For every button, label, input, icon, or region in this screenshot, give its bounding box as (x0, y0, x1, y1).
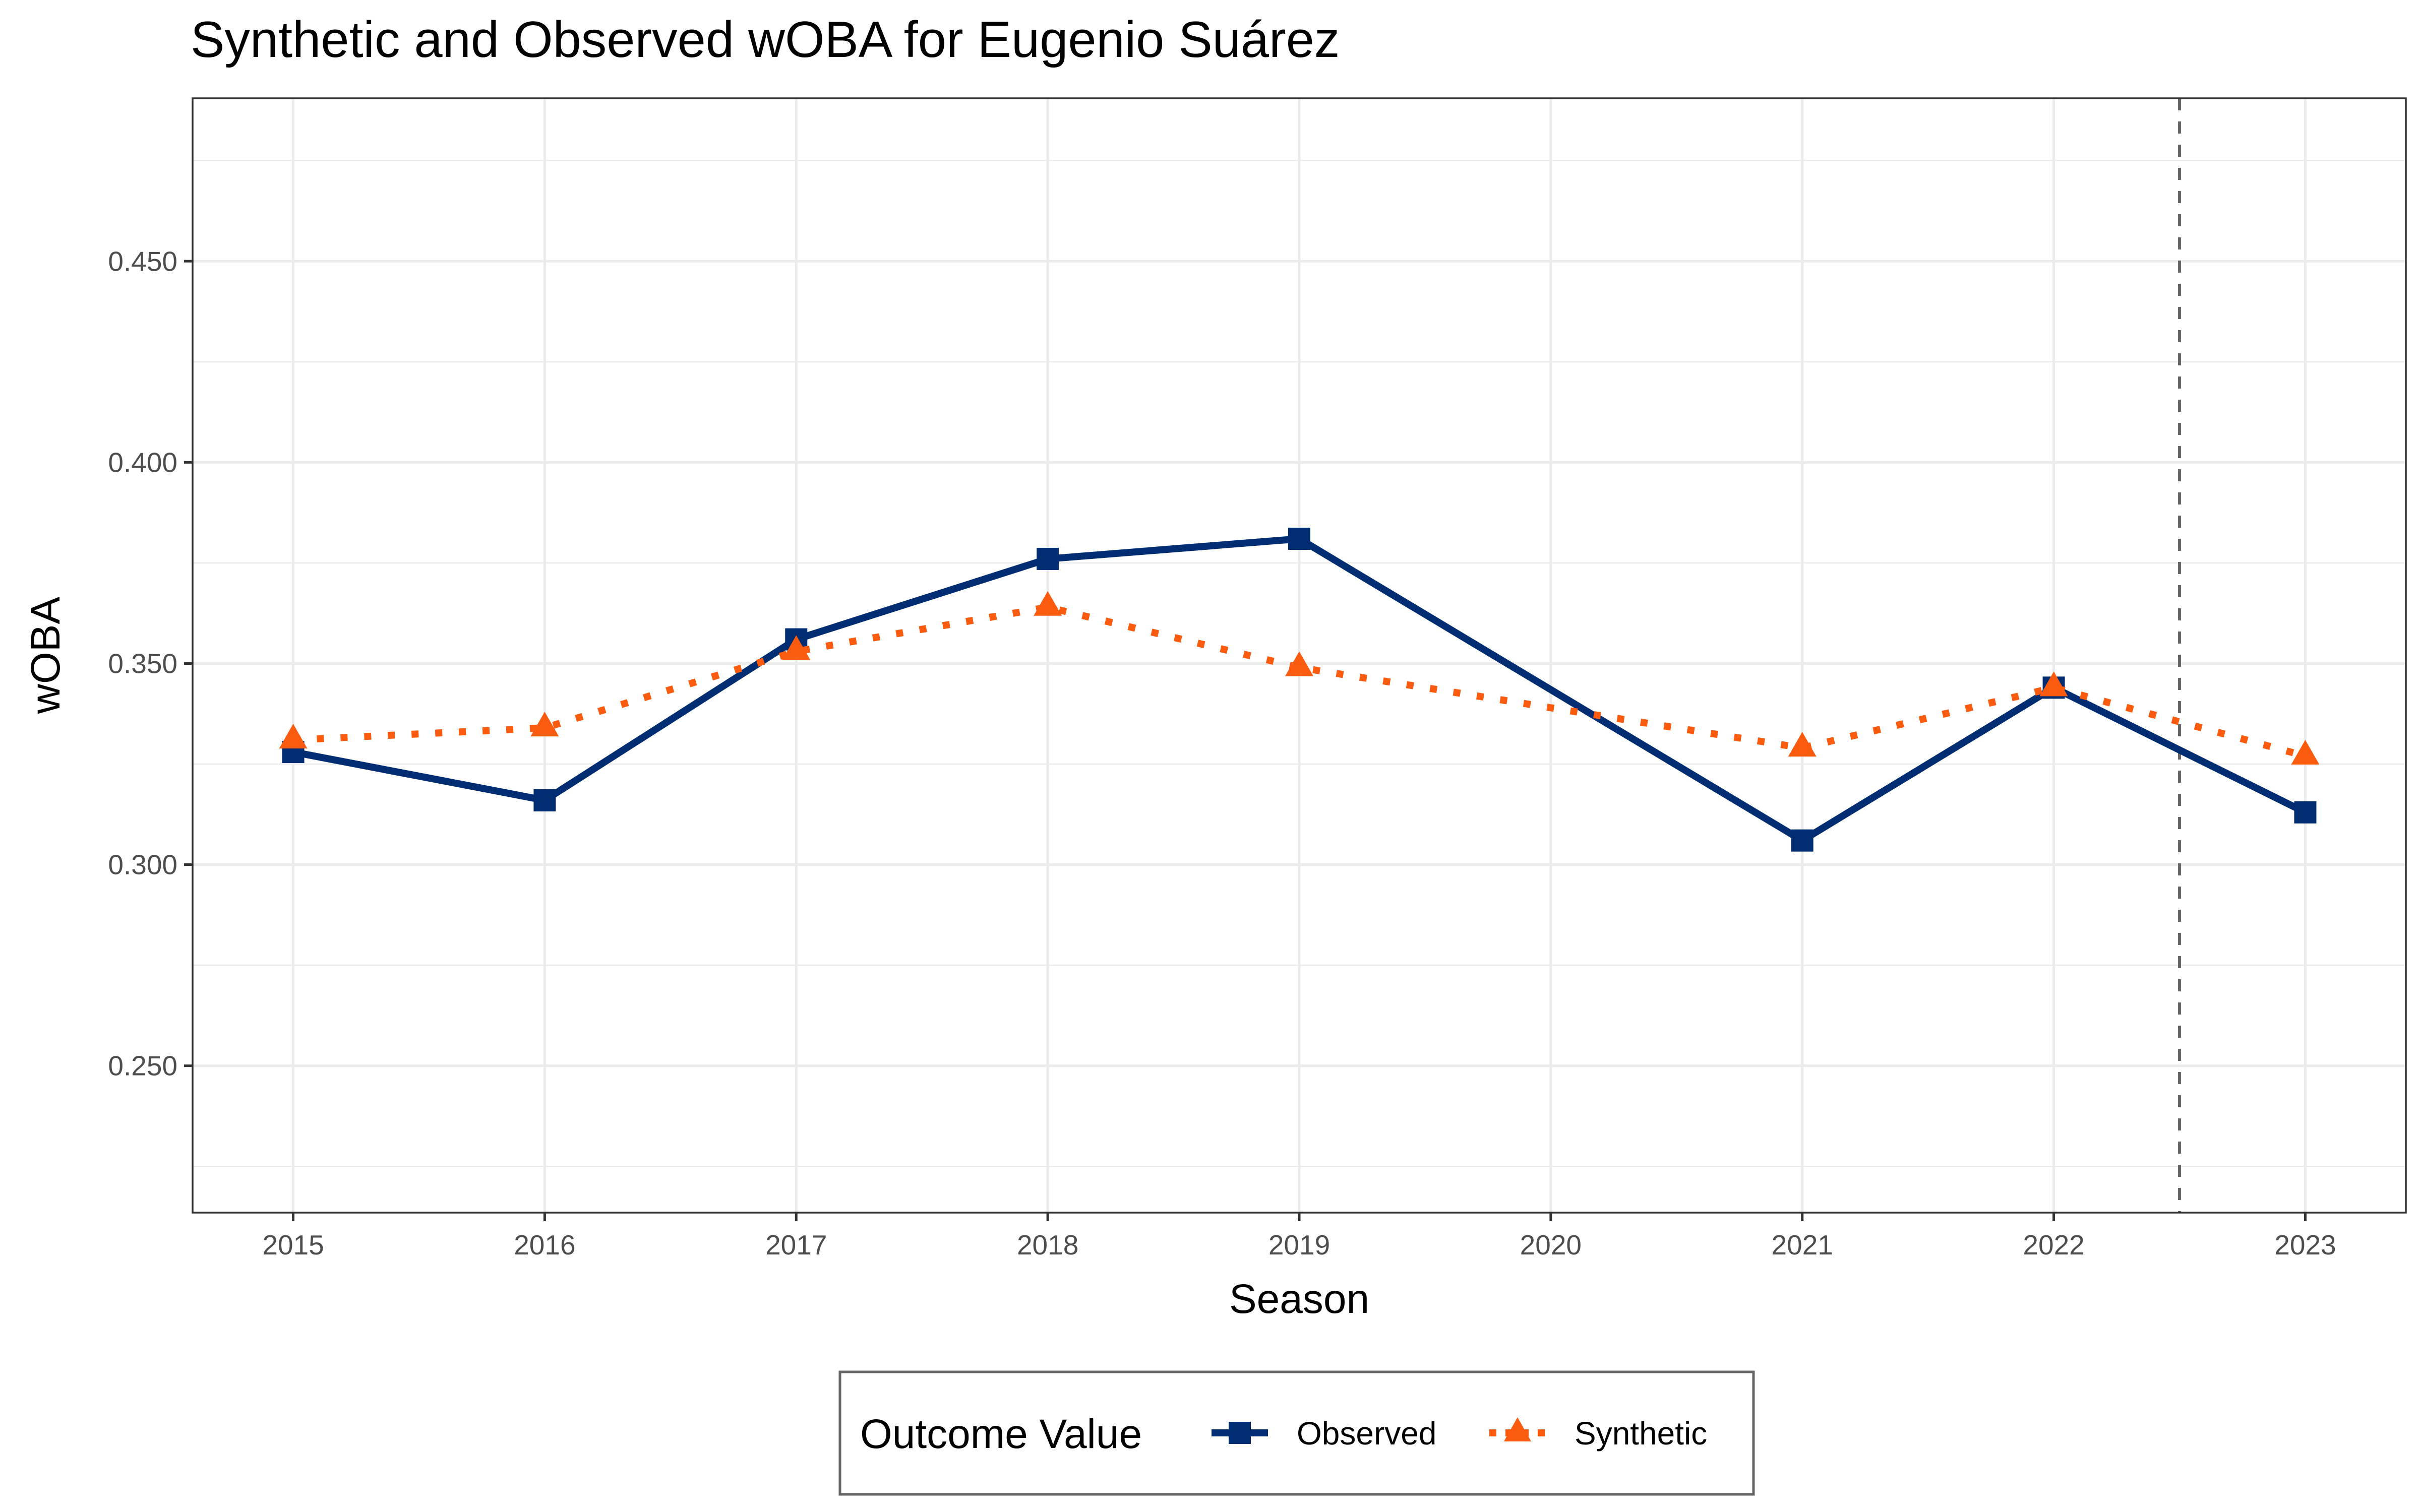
x-tick-label-1: 2016 (514, 1229, 575, 1261)
axes: 0.250 0.300 0.350 0.400 0.450 2015 2016 2017 201… (108, 245, 2336, 1261)
y-tick-label-3: 0.400 (108, 447, 177, 478)
point-synthetic-4 (1285, 651, 1313, 676)
point-observed-7 (2294, 801, 2317, 824)
legend-key-observed-marker (1229, 1422, 1251, 1444)
point-observed-3 (1037, 547, 1059, 570)
point-synthetic-0 (279, 724, 308, 749)
chart-title: Synthetic and Observed wOBA for Eugenio … (191, 12, 1340, 68)
legend-label-observed: Observed (1297, 1415, 1436, 1452)
y-axis-title: wOBA (23, 597, 69, 715)
point-synthetic-2 (782, 635, 811, 660)
series-line-synthetic (293, 603, 2307, 760)
y-tick-label-2: 0.350 (108, 648, 177, 679)
point-observed-4 (1288, 528, 1310, 550)
point-synthetic-3 (1034, 591, 1062, 616)
legend-key-synthetic-marker (1504, 1417, 1531, 1441)
point-synthetic-5 (1788, 732, 1817, 757)
series-synthetic (279, 591, 2320, 765)
x-tick-label-0: 2015 (262, 1229, 324, 1261)
point-observed-5 (1791, 829, 1813, 852)
series-layer (279, 528, 2320, 852)
x-tick-label-5: 2020 (1520, 1229, 1582, 1261)
legend-item-synthetic: Synthetic (1489, 1415, 1707, 1452)
y-tick-label-0: 0.250 (108, 1050, 177, 1082)
x-tick-label-4: 2019 (1268, 1229, 1330, 1261)
legend-item-observed: Observed (1212, 1415, 1436, 1452)
x-axis-title: Season (1229, 1276, 1369, 1322)
grid-lines (193, 98, 2406, 1213)
x-tick-label-7: 2022 (2023, 1229, 2084, 1261)
legend-label-synthetic: Synthetic (1575, 1415, 1707, 1452)
x-tick-label-3: 2018 (1017, 1229, 1078, 1261)
y-tick-label-1: 0.300 (108, 849, 177, 880)
legend-box (838, 1370, 1755, 1496)
x-tick-label-6: 2021 (1772, 1229, 1833, 1261)
legend-title: Outcome Value (860, 1411, 1142, 1457)
point-synthetic-1 (530, 712, 559, 737)
legend: Outcome Value Observed Synthetic (838, 1370, 1755, 1496)
x-tick-label-2: 2017 (765, 1229, 827, 1261)
point-observed-1 (533, 789, 556, 811)
point-synthetic-6 (2039, 671, 2068, 697)
x-tick-label-8: 2023 (2274, 1229, 2336, 1261)
y-tick-label-4: 0.450 (108, 245, 177, 277)
point-synthetic-7 (2291, 740, 2320, 765)
series-line-observed (292, 535, 2307, 844)
